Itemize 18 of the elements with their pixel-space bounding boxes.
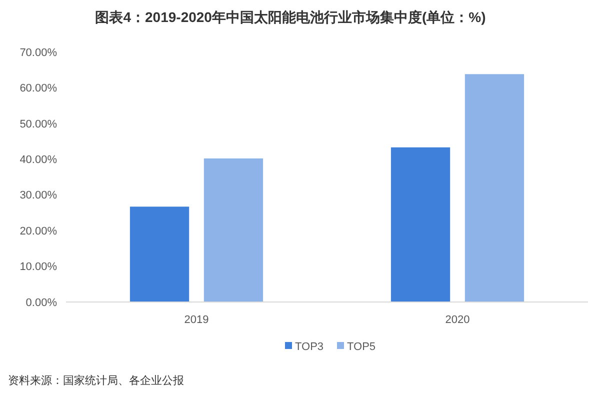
chart-title: 图表4：2019-2020年中国太阳能电池行业市场集中度(单位：%) xyxy=(95,9,486,25)
text: 资料来源：国家统计局、各企业公报 xyxy=(8,374,184,387)
bar xyxy=(464,74,524,302)
bar xyxy=(204,158,264,302)
legend-label: TOP5 xyxy=(347,340,376,353)
bar xyxy=(390,147,450,302)
y-tick-label: 50.00% xyxy=(20,118,58,130)
bar xyxy=(130,206,190,302)
legend-label: TOP3 xyxy=(295,340,324,353)
y-tick-label: 40.00% xyxy=(20,154,58,166)
x-tick-label: 2019 xyxy=(184,314,209,326)
y-tick-label: 20.00% xyxy=(20,225,58,238)
y-tick-label: 30.00% xyxy=(20,190,58,202)
y-tick-label: 70.00% xyxy=(20,46,58,59)
y-tick-label: 0.00% xyxy=(26,296,58,309)
y-tick-label: 10.00% xyxy=(20,261,58,274)
y-tick-label: 60.00% xyxy=(20,82,58,95)
x-tick-label: 2020 xyxy=(445,314,470,326)
